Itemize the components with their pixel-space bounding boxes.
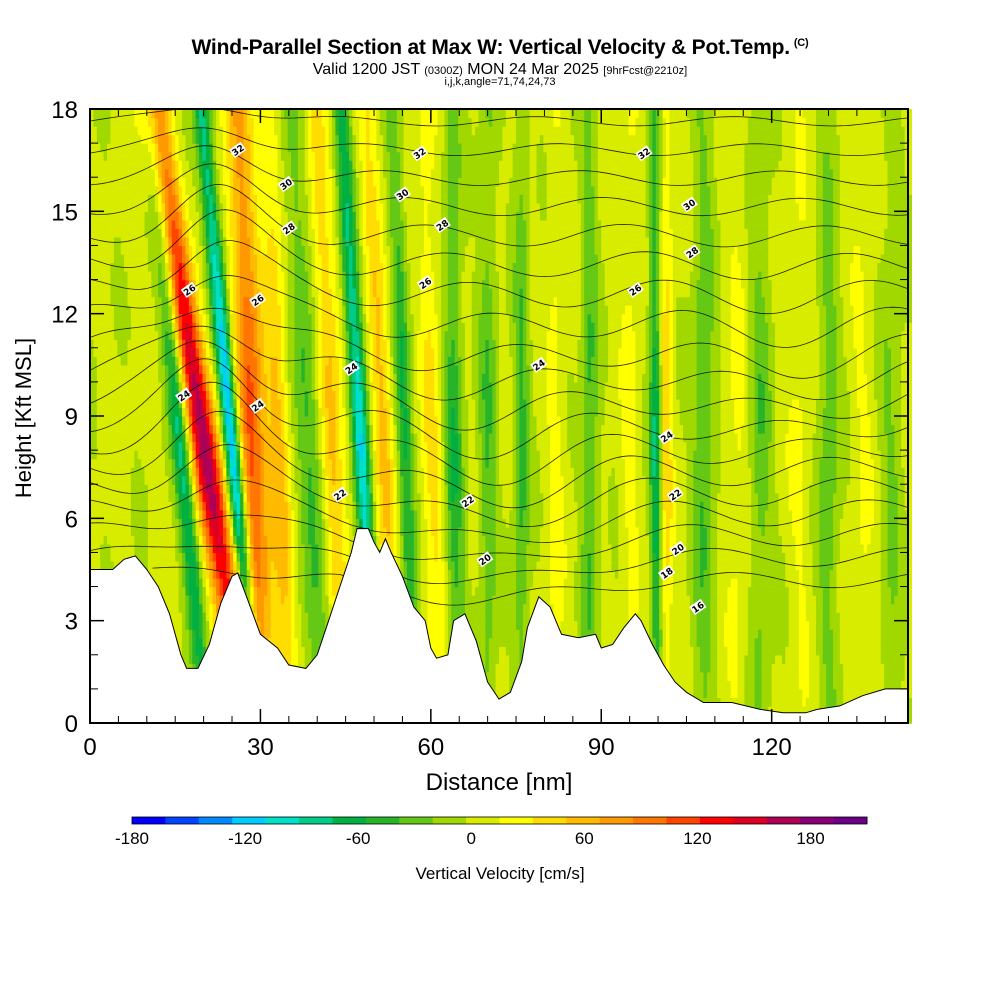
terrain-outline	[90, 528, 908, 714]
isentrope-line	[89, 410, 909, 509]
chart-subtitle: Valid 1200 JST (0300Z) MON 24 Mar 2025 […	[0, 61, 1000, 79]
isentrope-line	[89, 325, 909, 401]
chart-title: Wind-Parallel Section at Max W: Vertical…	[191, 36, 809, 59]
valid-date: MON 24 Mar 2025	[467, 61, 599, 78]
y-tick-label: 9	[65, 404, 78, 431]
colorbar-swatch	[332, 817, 367, 824]
colorbar-swatch	[165, 817, 200, 824]
isentrope-lines	[89, 108, 909, 606]
colorbar-swatch	[299, 817, 333, 824]
axes: 0 30 60 90 120 0 3 6 9 12 15 18	[51, 97, 908, 761]
isentrope-line	[89, 340, 909, 431]
colorbar-frame	[131, 816, 868, 825]
colorbar-tick-label: -120	[228, 829, 262, 848]
isentrope-line	[89, 240, 909, 315]
isentrope-line	[89, 358, 909, 460]
isentrope-line	[89, 444, 909, 528]
x-tick-label: 90	[588, 734, 615, 761]
colorbar-label: Vertical Velocity [cm/s]	[415, 864, 585, 883]
y-tick-label: 6	[65, 506, 78, 533]
y-tick-label: 18	[51, 97, 78, 124]
colorbar-swatch	[432, 817, 467, 824]
colorbar-swatch	[365, 817, 400, 824]
isentrope-line	[89, 209, 909, 281]
isentrope-line	[89, 307, 909, 379]
colorbar-tick-label: 120	[683, 829, 711, 848]
y-tick-label: 3	[65, 609, 78, 636]
forecast-info: [9hrFcst@2210z]	[603, 65, 688, 77]
x-tick-label: 120	[752, 734, 792, 761]
colorbar-swatch	[198, 817, 233, 824]
y-tick-label: 0	[65, 711, 78, 738]
y-tick-label: 15	[51, 199, 78, 226]
colorbar-tick-label: 0	[466, 829, 475, 848]
isentrope-line	[89, 381, 909, 486]
isentrope-line	[89, 145, 909, 186]
colorbar-swatch	[265, 817, 300, 824]
isentrope-line	[89, 108, 909, 127]
colorbar-swatch	[132, 817, 166, 824]
isentrope-line	[152, 566, 909, 606]
y-axis-label: Height [Kft MSL]	[11, 337, 36, 499]
x-axis-label: Distance [nm]	[425, 769, 573, 796]
isentrope-line	[89, 479, 909, 543]
isentrope-line	[89, 163, 909, 217]
colorbar-swatch	[766, 817, 801, 824]
title-tag: (C)	[793, 37, 809, 49]
x-tick-label: 60	[417, 734, 444, 761]
terrain-mask	[90, 528, 908, 723]
colorbar-swatch	[499, 817, 534, 824]
x-tick-label: 0	[83, 734, 96, 761]
colorbar-tick-label: -180	[115, 829, 149, 848]
isentrope-line	[89, 184, 909, 248]
colorbar-swatch	[800, 817, 835, 824]
colorbar-swatch	[566, 817, 601, 824]
colorbar-swatch	[399, 817, 434, 824]
isentrope-line	[89, 545, 909, 585]
colorbar: -180 -120 -60 0 60 120 180	[115, 816, 868, 848]
colorbar-swatch	[532, 817, 567, 824]
isentrope-line	[89, 514, 909, 560]
colorbar-swatch	[232, 817, 267, 824]
valid-main: Valid 1200 JST	[312, 61, 420, 78]
grid-info: i,j,k,angle=71,74,24,73	[444, 76, 556, 88]
colorbar-swatch	[599, 817, 634, 824]
colorbar-swatch	[633, 817, 667, 824]
valid-utc: (0300Z)	[424, 65, 463, 77]
colorbar-swatch	[700, 817, 734, 824]
isentrope-line	[89, 275, 909, 348]
y-tick-label: 12	[51, 302, 78, 329]
colorbar-tick-label: 180	[796, 829, 824, 848]
colorbar-swatch	[833, 817, 868, 824]
x-tick-label: 30	[247, 734, 274, 761]
colorbar-swatch	[666, 817, 701, 824]
colorbar-tick-label: -60	[346, 829, 371, 848]
colorbar-swatch	[733, 817, 768, 824]
isentrope-line	[89, 127, 909, 157]
colorbar-tick-label: 60	[575, 829, 594, 848]
colorbar-swatch	[466, 817, 500, 824]
